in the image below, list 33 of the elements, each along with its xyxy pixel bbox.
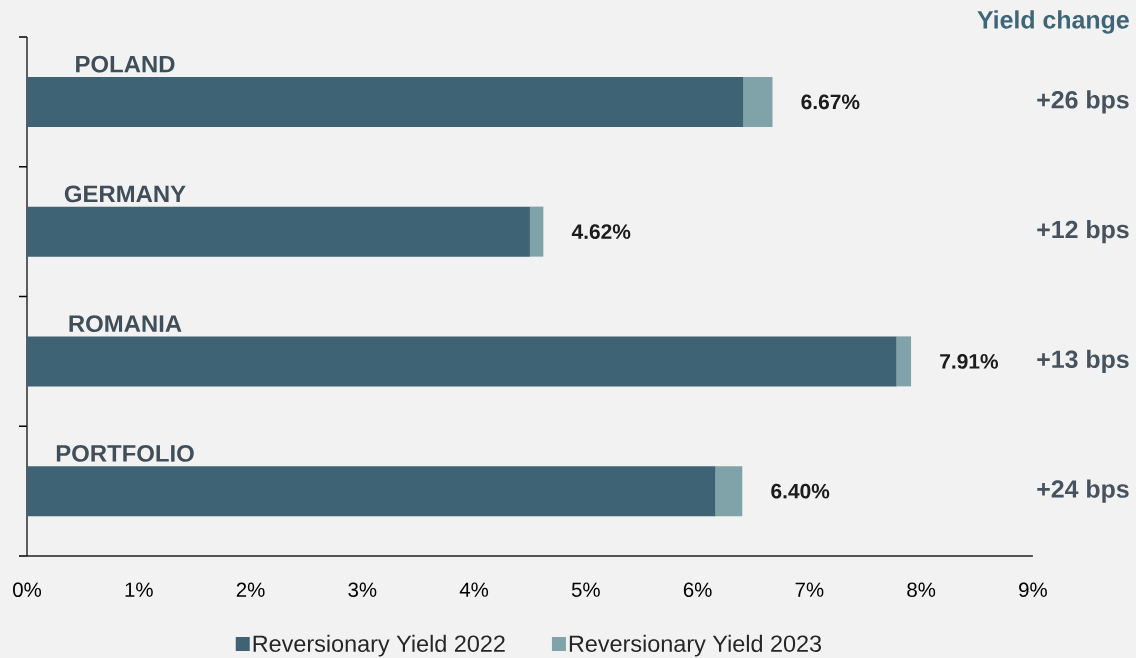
x-tick-label: 5% bbox=[571, 582, 600, 597]
x-tick-label: 1% bbox=[125, 582, 153, 597]
y-tick-label: GERMANY bbox=[64, 185, 186, 203]
text: +24 bps bbox=[1037, 479, 1129, 503]
total-label: 6.67% bbox=[801, 94, 860, 110]
bar bbox=[27, 76, 744, 127]
total-label: 4.62% bbox=[571, 224, 631, 240]
text: +13 bps bbox=[1037, 349, 1129, 373]
bar bbox=[27, 466, 716, 517]
y-tick-label: ROMANIA bbox=[69, 315, 182, 333]
y-tick-label: PORTFOLIO bbox=[56, 444, 194, 462]
x-tick-label: 6% bbox=[683, 582, 712, 597]
x-tick-label: 7% bbox=[795, 582, 824, 597]
x-tick-label: 2% bbox=[236, 582, 265, 597]
x-tick-label: 9% bbox=[1019, 582, 1047, 597]
legend-label: Reversionary Yield 2023 bbox=[569, 634, 822, 657]
x-tick-label: 3% bbox=[348, 582, 377, 597]
total-label: 7.91% bbox=[940, 353, 999, 369]
x-tick-label: 4% bbox=[459, 582, 489, 597]
y-tick-label: POLAND bbox=[76, 55, 175, 73]
bar bbox=[27, 336, 897, 387]
bar bbox=[743, 76, 773, 127]
bar bbox=[529, 206, 544, 257]
bar bbox=[896, 336, 912, 387]
bar bbox=[27, 206, 530, 257]
bar bbox=[715, 466, 743, 517]
text: Yield change bbox=[977, 10, 1129, 34]
total-label: 6.40% bbox=[771, 483, 830, 499]
x-tick-label: 8% bbox=[907, 582, 936, 597]
text: +12 bps bbox=[1037, 220, 1129, 244]
x-tick-label: 0% bbox=[13, 582, 42, 597]
legend-label: Reversionary Yield 2022 bbox=[253, 634, 505, 657]
text: +26 bps bbox=[1037, 90, 1129, 114]
